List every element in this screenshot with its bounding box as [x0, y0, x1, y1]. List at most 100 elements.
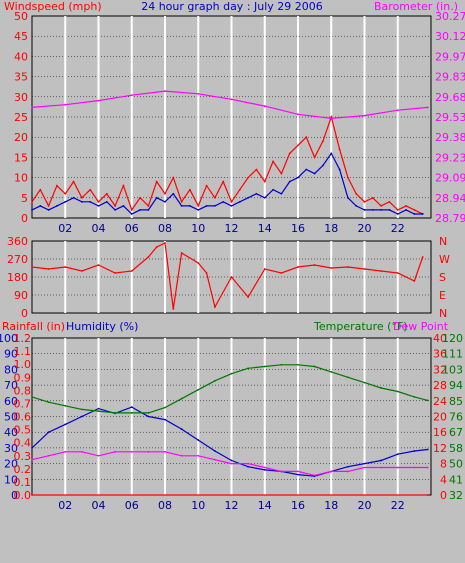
windspeed-series-point: [363, 200, 366, 203]
humidity-tick-label: 20: [4, 458, 18, 471]
windspeed-series-point: [80, 196, 83, 199]
humidity-tick-label: 70: [4, 379, 18, 392]
barometer-tick-label: 30.27: [435, 10, 465, 23]
x-tick-label: 22: [391, 222, 405, 235]
wind-direction-series-point: [80, 270, 83, 272]
windspeed-avg-series-point: [47, 209, 50, 211]
windspeed-series-point: [288, 152, 291, 155]
climate-series-1-point: [380, 387, 383, 389]
windspeed-series-point: [346, 176, 349, 179]
climate-series-0-point: [230, 459, 233, 462]
windspeed-tick-label: 40: [14, 50, 28, 63]
climate-series-0-point: [147, 415, 150, 418]
climate-series-2-point: [426, 466, 429, 469]
wind-direction-tick-label: 180: [7, 271, 28, 284]
windspeed-avg-series-point: [39, 204, 42, 207]
temperature-axis-label: Temperature (°F): [313, 320, 408, 333]
rainfall-tick-label: 0.0: [14, 489, 32, 502]
windspeed-avg-series-point: [247, 196, 250, 199]
windspeed-series-point: [139, 196, 141, 199]
climate-series-0-point: [426, 448, 429, 451]
windspeed-avg-series: [31, 152, 423, 215]
climate-series-0-point: [213, 450, 216, 452]
wind-direction-series-point: [155, 246, 158, 248]
windspeed-tick-label: 15: [14, 151, 28, 164]
windspeed-series-point: [405, 204, 407, 207]
dewpoint-tick-label: 32: [433, 363, 447, 376]
dewpoint-axis-label: Dew Point: [393, 320, 449, 333]
windspeed-avg-series-point: [388, 209, 391, 211]
temperature-tick-label: 58: [449, 442, 463, 455]
barometer-series-point: [297, 113, 299, 116]
windspeed-series-point: [89, 188, 92, 191]
wind-direction-series-point: [164, 242, 166, 244]
windspeed-avg-series-point: [230, 204, 233, 207]
wind-direction-series-point: [297, 266, 299, 268]
windspeed-series-point: [114, 204, 117, 207]
climate-series-1-point: [164, 406, 166, 409]
wind-direction-series: [31, 242, 424, 310]
climate-series-2-point: [47, 454, 50, 457]
windspeed-avg-series-point: [180, 204, 183, 207]
windspeed-avg-series-point: [155, 196, 158, 199]
windspeed-avg-series-point: [56, 204, 58, 207]
wind-direction-series-point: [197, 262, 200, 264]
climate-series-0-point: [380, 459, 383, 462]
windspeed-avg-series-point: [139, 209, 141, 211]
wind-direction-series-point: [31, 266, 33, 268]
windspeed-series-point: [122, 184, 125, 187]
windspeed-series-point: [338, 148, 341, 151]
wind-direction-series-point: [396, 272, 399, 274]
climate-series-1-point: [363, 381, 366, 384]
windspeed-avg-series-point: [205, 204, 208, 207]
temperature-tick-label: 120: [442, 332, 463, 345]
compass-label: N: [439, 307, 447, 320]
barometer-series-point: [230, 98, 233, 101]
windspeed-series-point: [396, 209, 399, 211]
climate-series-0-point: [130, 406, 133, 408]
rainfall-axis-label: Rainfall (in): [2, 320, 65, 333]
windspeed-series-point: [322, 140, 324, 143]
x-tick-label: 04: [92, 222, 106, 235]
windspeed-series-point: [72, 180, 75, 183]
barometer-series-point: [164, 90, 166, 92]
climate-series-0-point: [97, 407, 100, 410]
windspeed-avg-series-point: [263, 196, 266, 199]
windspeed-series-point: [247, 176, 250, 179]
x-tick-label: 18: [324, 499, 338, 512]
rainfall-tick-label: 0.4: [14, 437, 32, 450]
windspeed-series-point: [313, 156, 316, 159]
x-tick-label: 14: [258, 222, 272, 235]
x-tick-label: 14: [258, 499, 272, 512]
climate-series-1-point: [263, 365, 266, 368]
wind-direction-series-point: [147, 256, 150, 258]
climate-series-0-point: [247, 465, 250, 468]
climate-series-1-point: [297, 363, 299, 366]
wind-direction-tick-label: 270: [7, 253, 28, 266]
compass-label: S: [439, 271, 446, 284]
barometer-series-point: [197, 92, 200, 95]
climate-series-1-point: [130, 412, 133, 414]
windspeed-series-point: [213, 196, 216, 199]
windspeed-avg-series-point: [105, 200, 108, 203]
x-tick-label: 12: [225, 499, 239, 512]
barometer-tick-label: 30.12: [435, 30, 465, 43]
windspeed-avg-series-point: [238, 200, 241, 203]
temperature-tick-label: 41: [449, 473, 463, 486]
windspeed-avg-series-point: [330, 152, 333, 155]
windspeed-series-point: [388, 200, 391, 203]
climate-series-2-point: [147, 450, 150, 453]
humidity-tick-label: 30: [4, 442, 18, 455]
climate-series-2-point: [380, 466, 383, 469]
climate-series-0-point: [297, 473, 299, 476]
windspeed-series-point: [263, 180, 266, 183]
climate-series-2-point: [164, 450, 166, 453]
windspeed-series-point: [56, 184, 58, 187]
humidity-tick-label: 40: [4, 426, 18, 439]
windspeed-tick-label: 25: [14, 111, 28, 124]
windspeed-series-point: [105, 192, 108, 195]
windspeed-series-point: [155, 180, 158, 183]
windspeed-series-point: [380, 204, 383, 207]
windspeed-series-point: [230, 200, 233, 203]
